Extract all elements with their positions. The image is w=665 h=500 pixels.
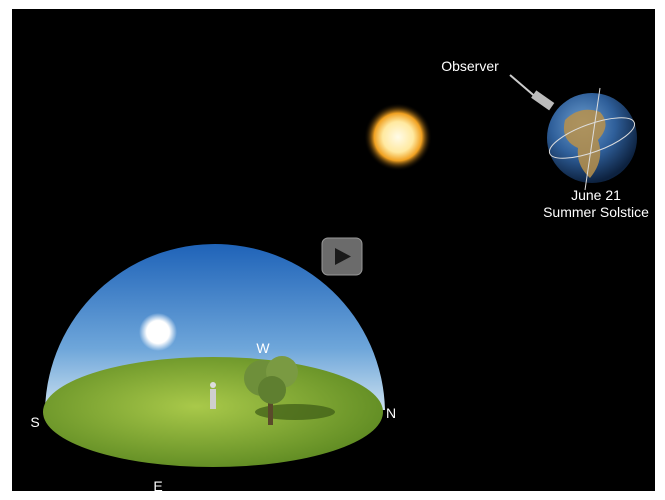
- page: Observer June 21 Summer Solstice W S N E…: [0, 0, 665, 500]
- date-label: June 21: [571, 187, 621, 203]
- sky-sun: [139, 313, 177, 351]
- south-label: S: [30, 414, 39, 430]
- play-button[interactable]: [322, 238, 362, 275]
- east-label: E: [153, 478, 162, 494]
- person: [210, 382, 216, 409]
- observer-label: Observer: [441, 58, 499, 74]
- west-label: W: [256, 340, 270, 356]
- north-label: N: [386, 405, 396, 421]
- event-label: Summer Solstice: [543, 204, 649, 220]
- tree-shadow: [255, 404, 335, 420]
- video-frame: Observer June 21 Summer Solstice W S N E: [0, 0, 665, 500]
- sun: [364, 103, 432, 171]
